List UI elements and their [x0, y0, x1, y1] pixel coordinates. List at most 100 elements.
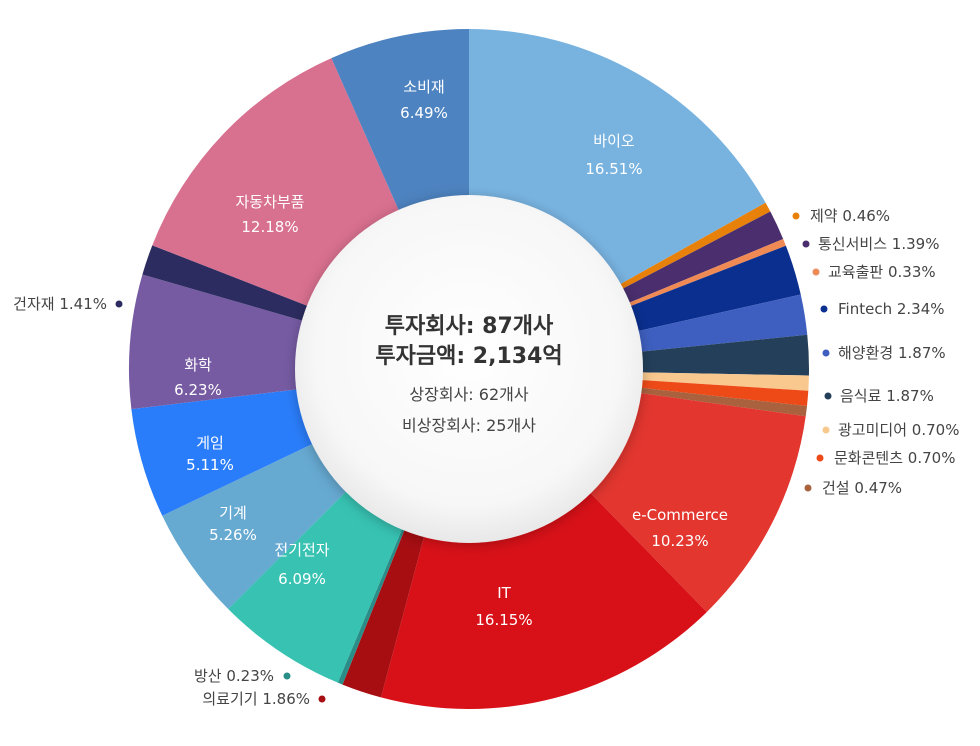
slice-제약	[599, 202, 771, 300]
slice-label-name: Fintech	[838, 300, 892, 318]
slice-label-inside: 게임 5.11%	[186, 434, 234, 474]
slice-label-value: 10.23%	[651, 532, 708, 550]
slice-label-value: 6.09%	[278, 570, 326, 588]
slice-label-outside: 건자재 1.41%	[13, 295, 123, 313]
slice-label-inside: 소비재 6.49%	[400, 78, 448, 122]
legend-dot	[804, 484, 812, 492]
slice-label-value: 1.39%	[892, 235, 940, 253]
svg-text:광고미디어 0.70%: 광고미디어 0.70%	[838, 421, 959, 439]
svg-text:건자재 1.41%: 건자재 1.41%	[13, 295, 107, 313]
legend-dot	[283, 672, 291, 680]
outside-labels: 제약 0.46% 통신서비스 1.39% 교육출판 0.33% Fintech …	[13, 207, 959, 708]
slice-건설	[617, 385, 807, 417]
inside-labels: 바이오 16.51% e-Commerce 10.23% IT 16.15% 전기전자…	[174, 78, 728, 629]
svg-text:교육출판 0.33%: 교육출판 0.33%	[828, 263, 936, 281]
slice-label-name: IT	[497, 584, 511, 602]
slice-label-outside: 문화콘텐츠 0.70%	[816, 449, 955, 467]
slice-label-value: 1.41%	[59, 295, 107, 313]
legend-dot	[812, 268, 820, 276]
legend-dot	[802, 240, 810, 248]
svg-text:의료기기 1.86%: 의료기기 1.86%	[202, 690, 310, 708]
slice-label-value: 2.34%	[897, 300, 945, 318]
slice-label-name: 교육출판	[828, 263, 883, 281]
slice-label-inside: 기계 5.26%	[209, 504, 257, 544]
slice-기계	[162, 433, 363, 610]
slice-전기전자	[228, 474, 412, 683]
slice-label-outside: 광고미디어 0.70%	[822, 421, 959, 439]
center-listed-count: 상장회사: 62개사	[409, 385, 528, 404]
slice-label-name: e-Commerce	[632, 506, 728, 524]
slice-광고미디어	[618, 371, 809, 391]
svg-text:문화콘텐츠 0.70%: 문화콘텐츠 0.70%	[834, 449, 955, 467]
center-title-amount: 투자금액: 2,134억	[375, 344, 562, 369]
slice-label-outside: 건설 0.47%	[804, 479, 902, 497]
slice-label-inside: 자동차부품 12.18%	[235, 193, 304, 236]
slice-label-name: 화학	[184, 356, 212, 374]
svg-text:통신서비스 1.39%: 통신서비스 1.39%	[818, 235, 939, 253]
slice-label-inside: 바이오 16.51%	[585, 132, 642, 178]
slice-label-value: 1.87%	[886, 387, 934, 405]
center-unlisted-count: 비상장회사: 25개사	[402, 416, 536, 435]
legend-dot	[822, 349, 830, 357]
slice-label-value: 0.70%	[912, 421, 960, 439]
slice-해양환경	[615, 294, 808, 354]
slice-label-outside: 음식료 1.87%	[824, 387, 934, 405]
slice-label-name: 소비재	[403, 78, 444, 96]
svg-text:해양환경 1.87%: 해양환경 1.87%	[838, 344, 946, 362]
slice-label-outside: 방산 0.23%	[194, 667, 291, 685]
svg-text:건설 0.47%: 건설 0.47%	[822, 479, 902, 497]
slice-label-outside: 교육출판 0.33%	[812, 263, 936, 281]
slice-Fintech	[608, 245, 801, 337]
slice-label-value: 6.23%	[174, 381, 222, 399]
slice-label-value: 6.49%	[400, 104, 448, 122]
slice-label-name: 통신서비스	[818, 235, 887, 253]
slice-label-inside: IT 16.15%	[475, 584, 532, 629]
slice-label-value: 5.26%	[209, 526, 257, 544]
slice-label-name: 문화콘텐츠	[834, 449, 903, 467]
slice-게임	[131, 386, 334, 516]
svg-text:방산 0.23%: 방산 0.23%	[194, 667, 274, 685]
slice-label-value: 0.47%	[854, 479, 902, 497]
slice-label-outside: 의료기기 1.86%	[202, 690, 326, 708]
slice-e-Commerce	[573, 389, 806, 612]
slice-label-name: 건설	[822, 479, 850, 497]
slice-label-value: 0.46%	[842, 207, 890, 225]
slice-label-outside: 제약 0.46%	[792, 207, 890, 225]
slice-건자재	[142, 245, 330, 328]
donut-hole	[295, 195, 643, 543]
slice-label-outside: 통신서비스 1.39%	[802, 235, 939, 253]
slice-label-name: 전기전자	[274, 541, 329, 559]
slice-label-name: 광고미디어	[838, 421, 907, 439]
slice-문화콘텐츠	[618, 378, 809, 407]
slice-label-value: 1.87%	[898, 344, 946, 362]
slice-label-name: 방산	[194, 667, 222, 685]
slice-label-inside: 전기전자 6.09%	[274, 541, 329, 588]
slice-label-value: 12.18%	[241, 218, 298, 236]
center-summary: 투자회사: 87개사 투자금액: 2,134억 상장회사: 62개사 비상장회사…	[375, 314, 562, 435]
slice-label-name: 바이오	[593, 132, 635, 150]
slice-label-inside: 화학 6.23%	[174, 356, 222, 399]
legend-dot	[318, 695, 326, 703]
slice-음식료	[618, 334, 809, 376]
slice-label-outside: 해양환경 1.87%	[822, 344, 946, 362]
slice-label-name: 기계	[219, 504, 247, 522]
slice-label-name: 제약	[810, 207, 838, 225]
slice-label-name: 자동차부품	[235, 193, 304, 211]
slice-label-outside: Fintech 2.34%	[820, 300, 945, 318]
svg-text:음식료 1.87%: 음식료 1.87%	[840, 387, 934, 405]
legend-dot	[822, 426, 830, 434]
slice-label-value: 0.70%	[908, 449, 956, 467]
slice-label-value: 16.15%	[475, 611, 532, 629]
slice-방산	[337, 507, 414, 685]
slice-label-name: 의료기기	[202, 690, 257, 708]
legend-dot	[820, 305, 828, 313]
slice-소비재	[331, 29, 469, 232]
slice-label-name: 음식료	[840, 387, 882, 405]
slice-label-name: 해양환경	[838, 344, 893, 362]
donut-slices	[128, 29, 809, 709]
slice-label-value: 16.51%	[585, 160, 642, 178]
slice-통신서비스	[601, 211, 784, 312]
slice-label-value: 0.23%	[226, 667, 274, 685]
legend-dot	[115, 300, 123, 308]
